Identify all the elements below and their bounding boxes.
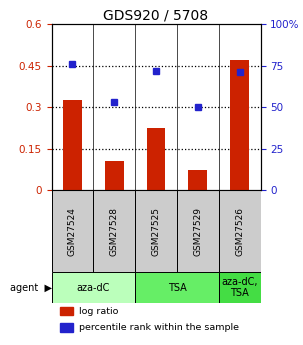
Text: GSM27526: GSM27526 [235, 207, 244, 256]
Bar [52, 272, 135, 303]
Text: GSM27525: GSM27525 [152, 207, 161, 256]
Bar [177, 190, 219, 272]
Bar [60, 323, 73, 332]
Text: aza-dC,
TSA: aza-dC, TSA [221, 277, 258, 298]
Bar [230, 60, 249, 190]
Text: log ratio: log ratio [79, 307, 118, 316]
Bar [52, 190, 93, 272]
Bar [60, 307, 73, 315]
Bar [93, 190, 135, 272]
Text: aza-dC: aza-dC [77, 283, 110, 293]
Bar [188, 170, 207, 190]
Bar [219, 272, 261, 303]
Bar [63, 100, 82, 190]
Text: GSM27529: GSM27529 [193, 207, 202, 256]
Title: GDS920 / 5708: GDS920 / 5708 [104, 9, 208, 23]
Text: percentile rank within the sample: percentile rank within the sample [79, 323, 239, 332]
Bar [147, 128, 165, 190]
Bar [135, 272, 219, 303]
Bar [135, 190, 177, 272]
Bar [105, 161, 124, 190]
Text: GSM27524: GSM27524 [68, 207, 77, 256]
Text: agent  ▶: agent ▶ [9, 283, 52, 293]
Text: TSA: TSA [168, 283, 186, 293]
Text: GSM27528: GSM27528 [110, 207, 119, 256]
Bar [219, 190, 261, 272]
